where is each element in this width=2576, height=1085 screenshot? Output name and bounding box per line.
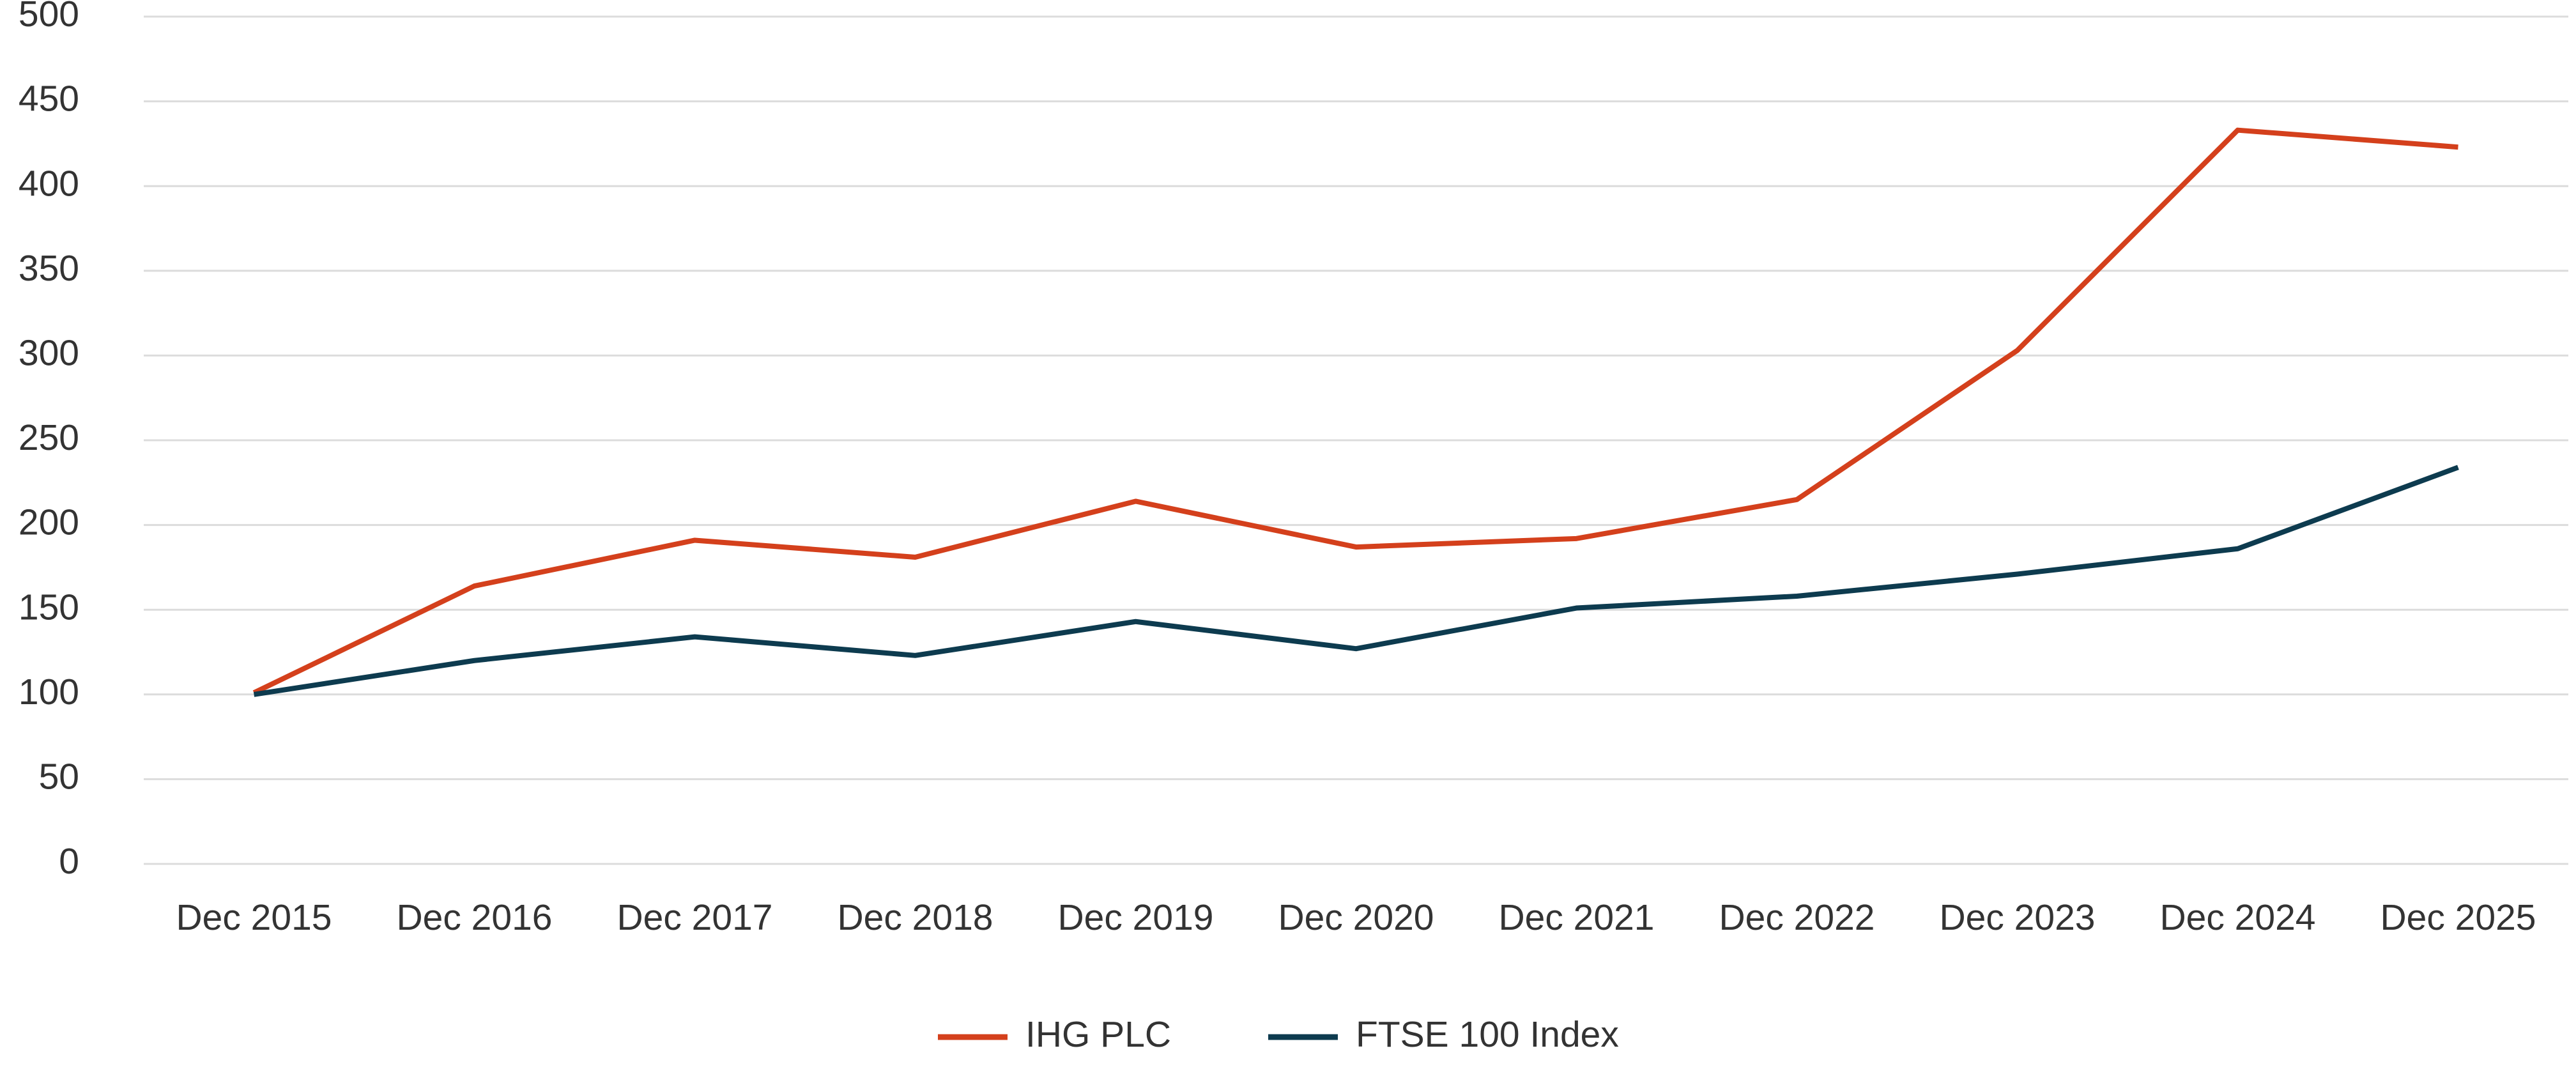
x-tick-label: Dec 2018 bbox=[837, 897, 993, 938]
x-tick-label: Dec 2016 bbox=[396, 897, 552, 938]
y-tick-label: 400 bbox=[19, 163, 79, 204]
legend-label: FTSE 100 Index bbox=[1356, 1014, 1619, 1055]
x-tick-label: Dec 2019 bbox=[1057, 897, 1213, 938]
y-tick-label: 200 bbox=[19, 502, 79, 543]
x-tick-label: Dec 2020 bbox=[1278, 897, 1434, 938]
x-tick-label: Dec 2024 bbox=[2159, 897, 2315, 938]
y-tick-label: 350 bbox=[19, 248, 79, 289]
y-tick-label: 0 bbox=[59, 841, 79, 882]
x-tick-label: Dec 2017 bbox=[617, 897, 772, 938]
x-tick-label: Dec 2021 bbox=[1498, 897, 1654, 938]
y-tick-label: 300 bbox=[19, 332, 79, 373]
series-line bbox=[252, 127, 2458, 695]
x-tick-label: Dec 2022 bbox=[1719, 897, 1874, 938]
y-tick-label: 450 bbox=[19, 79, 79, 119]
y-tick-label: 500 bbox=[19, 0, 79, 35]
y-tick-label: 150 bbox=[19, 587, 79, 627]
x-tick-label: Dec 2025 bbox=[2380, 897, 2536, 938]
y-tick-label: 100 bbox=[19, 672, 79, 712]
x-tick-label: Dec 2015 bbox=[176, 897, 332, 938]
x-tick-label: Dec 2023 bbox=[1939, 897, 2095, 938]
y-tick-label: 50 bbox=[39, 756, 79, 797]
series-line bbox=[253, 465, 2459, 697]
legend-label: IHG PLC bbox=[1025, 1014, 1171, 1055]
y-tick-label: 250 bbox=[19, 417, 79, 458]
